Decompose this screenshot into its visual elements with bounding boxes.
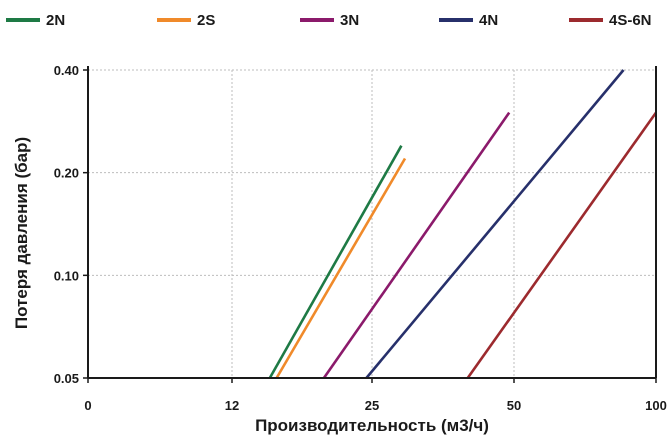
- y-tick-label: 0.20: [54, 166, 79, 181]
- series-line-2s: [275, 157, 407, 379]
- y-tick-label: 0.40: [54, 63, 79, 78]
- series-line-2n: [268, 145, 403, 379]
- x-tick-label: 25: [365, 398, 379, 413]
- y-tick-label: 0.10: [54, 268, 79, 283]
- series-line-4s-6n: [466, 111, 658, 379]
- x-axis-title: Производительность (м3/ч): [255, 416, 489, 435]
- y-tick-label: 0.05: [54, 371, 79, 386]
- y-axis-title: Потеря давления (бар): [12, 137, 31, 329]
- series-line-4n: [365, 69, 625, 379]
- x-tick-label: 100: [645, 398, 667, 413]
- series-line-3n: [322, 111, 511, 379]
- legend-label-3n: 3N: [340, 12, 359, 29]
- x-tick-label: 50: [507, 398, 521, 413]
- grid: [88, 69, 656, 378]
- legend: 2N 2S 3N 4N 4S-6N: [6, 12, 652, 29]
- legend-label-4s-6n: 4S-6N: [609, 12, 652, 29]
- legend-label-2s: 2S: [197, 12, 215, 29]
- x-tick-label: 0: [84, 398, 91, 413]
- tick-labels: 0 12 25 50 100 0.05 0.10 0.20 0.40: [54, 63, 667, 413]
- x-tick-label: 12: [225, 398, 239, 413]
- series-lines: [268, 69, 658, 379]
- legend-label-2n: 2N: [46, 12, 65, 29]
- legend-label-4n: 4N: [479, 12, 498, 29]
